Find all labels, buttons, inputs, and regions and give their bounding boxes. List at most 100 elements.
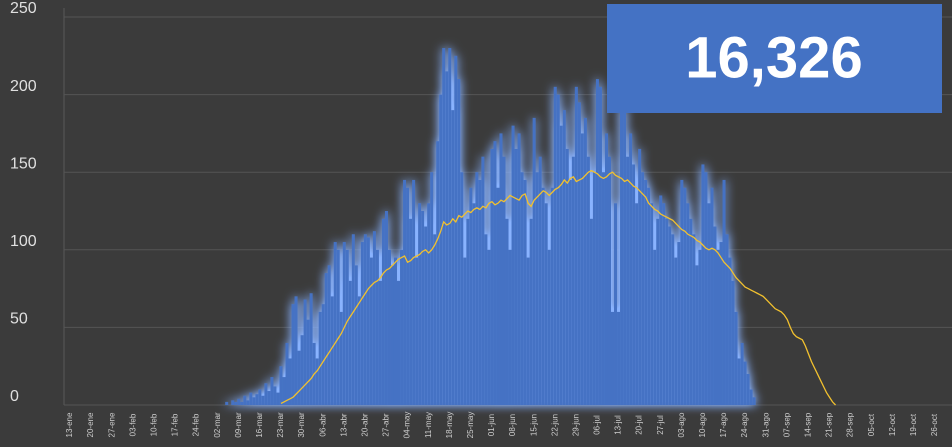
bar	[752, 397, 756, 405]
x-tick-label: 24-ago	[740, 412, 749, 437]
x-tick-label: 07-sep	[782, 412, 791, 437]
bar	[502, 156, 506, 405]
bar	[686, 203, 690, 405]
bar	[303, 299, 307, 405]
bar	[514, 148, 518, 406]
bar	[237, 398, 241, 405]
bar	[412, 179, 416, 405]
bar	[321, 304, 325, 405]
x-tick-label: 15-jun	[529, 414, 538, 436]
bar	[719, 242, 723, 405]
bar	[309, 293, 313, 405]
bar	[255, 394, 259, 405]
bar	[583, 117, 587, 405]
x-tick-label: 24-feb	[192, 413, 201, 436]
bar	[421, 211, 425, 405]
bar	[707, 203, 711, 405]
bar	[451, 110, 455, 406]
x-tick-label: 27-jul	[656, 415, 665, 435]
bar	[674, 257, 678, 405]
bar	[273, 386, 277, 405]
labels: 0 50 100 150 200 250 13-ene 20-ene 27-ene 03-feb 1…	[10, 0, 939, 438]
x-tick-label: 17-feb	[171, 413, 180, 436]
bar	[692, 234, 696, 405]
bar	[550, 187, 554, 405]
x-tick-label: 08-jun	[508, 414, 517, 436]
bars	[225, 48, 756, 406]
x-tick-label: 14-sep	[804, 412, 813, 437]
bar	[713, 226, 717, 405]
bar	[595, 79, 599, 405]
bar	[650, 203, 654, 405]
bar	[472, 203, 476, 405]
bar	[261, 395, 265, 405]
bar	[589, 218, 593, 405]
x-tick-label: 01-jun	[487, 414, 496, 436]
x-tick-label: 30-mar	[297, 412, 306, 438]
bar	[225, 401, 229, 405]
bar	[598, 86, 602, 405]
bar	[505, 218, 509, 405]
bar	[529, 218, 533, 405]
bar	[586, 156, 590, 405]
bar	[375, 249, 379, 405]
bar	[574, 86, 578, 405]
bar	[478, 179, 482, 405]
bar	[641, 172, 645, 405]
bar	[327, 265, 331, 405]
bar	[415, 257, 419, 405]
bar	[559, 125, 563, 405]
bar	[300, 335, 304, 405]
bar	[285, 342, 289, 405]
y-tick-label: 0	[10, 388, 19, 405]
bar	[565, 148, 569, 406]
bar	[716, 249, 720, 405]
bar	[427, 203, 431, 405]
bar	[722, 179, 726, 405]
bar	[339, 311, 343, 405]
bar	[626, 156, 630, 405]
bar	[487, 249, 491, 405]
bar	[306, 319, 310, 405]
x-tick-label: 27-ene	[107, 412, 116, 437]
bar	[571, 156, 575, 405]
x-tick-label: 11-may	[424, 412, 433, 438]
x-tick-label: 28-sep	[846, 412, 855, 437]
bar	[397, 280, 401, 405]
bar	[460, 172, 464, 405]
y-tick-label: 100	[10, 233, 37, 250]
x-tick-label: 04-may	[403, 412, 412, 439]
bar	[511, 125, 515, 405]
x-tick-label: 16-mar	[255, 412, 264, 438]
bar	[267, 391, 271, 405]
bar	[294, 296, 298, 405]
x-tick-label: 03-ago	[677, 412, 686, 437]
bar	[345, 249, 349, 405]
bar	[445, 71, 449, 405]
lines	[280, 169, 837, 406]
bar	[372, 231, 376, 405]
bar	[390, 265, 394, 405]
bar	[297, 350, 301, 405]
bar	[448, 48, 452, 405]
bar	[659, 195, 663, 405]
bar	[430, 172, 434, 405]
bar	[475, 172, 479, 405]
bar	[418, 203, 422, 405]
bar	[508, 249, 512, 405]
bar	[393, 257, 398, 405]
bar	[243, 395, 247, 405]
bar	[731, 280, 735, 405]
bar	[704, 172, 708, 405]
bar	[592, 172, 596, 405]
bar	[629, 133, 633, 405]
bar	[424, 226, 428, 405]
x-tick-label: 05-oct	[867, 413, 876, 436]
bar	[276, 392, 280, 405]
line	[280, 169, 837, 406]
bar	[701, 164, 705, 405]
y-tick-label: 200	[10, 78, 37, 95]
x-tick-label: 20-ene	[86, 412, 95, 437]
bar	[520, 172, 524, 405]
